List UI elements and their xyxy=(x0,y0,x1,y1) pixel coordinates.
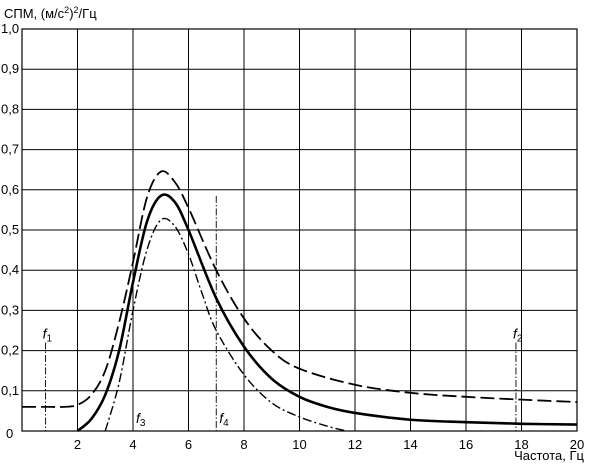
x-tick-label: 16 xyxy=(459,437,473,452)
series-line-solid xyxy=(76,193,578,433)
x-tick-label: 18 xyxy=(514,437,528,452)
x-tick-label: 10 xyxy=(292,437,306,452)
y-tick-label: 0,4 xyxy=(1,262,19,277)
x-tick-label: 8 xyxy=(240,437,247,452)
series-group xyxy=(22,170,578,433)
x-tick-label: 2 xyxy=(74,437,81,452)
y-tick-label: 0,3 xyxy=(1,302,19,317)
marker-label: f3 xyxy=(136,410,146,429)
x-tick-label: 0 xyxy=(6,426,13,441)
x-tick-label: 14 xyxy=(403,437,417,452)
grid xyxy=(22,28,577,431)
y-tick-label: 0,1 xyxy=(1,383,19,398)
y-tick-label: 0,7 xyxy=(1,142,19,157)
plot-frame xyxy=(21,28,578,432)
marker-label: f4 xyxy=(219,410,229,429)
series-line-dashed xyxy=(22,170,578,408)
y-tick-label: 0,8 xyxy=(1,101,19,116)
x-axis-label: Частота, Гц xyxy=(514,448,584,463)
axes xyxy=(21,28,578,432)
marker-label: f2 xyxy=(513,326,523,345)
x-tick-label: 4 xyxy=(129,437,136,452)
y-tick-label: 0,6 xyxy=(1,182,19,197)
marker-label: f1 xyxy=(43,326,53,345)
x-tick-label: 12 xyxy=(348,437,362,452)
tick-labels: 0 2 4 6 8 10 12 14 16 18 20 0,1 0,2 0,3 0,4 0,5 0,6 0,7 0,… xyxy=(1,21,584,452)
x-tick-label: 6 xyxy=(185,437,192,452)
y-tick-label: 0,2 xyxy=(1,343,19,358)
y-tick-label: 1,0 xyxy=(1,21,19,36)
y-tick-label: 0,5 xyxy=(1,222,19,237)
x-tick-label: 20 xyxy=(570,437,584,452)
y-axis-label: СПМ, (м/с2)2/Гц xyxy=(4,5,97,21)
series-line-dashdot xyxy=(104,217,347,432)
y-tick-label: 0,9 xyxy=(1,61,19,76)
